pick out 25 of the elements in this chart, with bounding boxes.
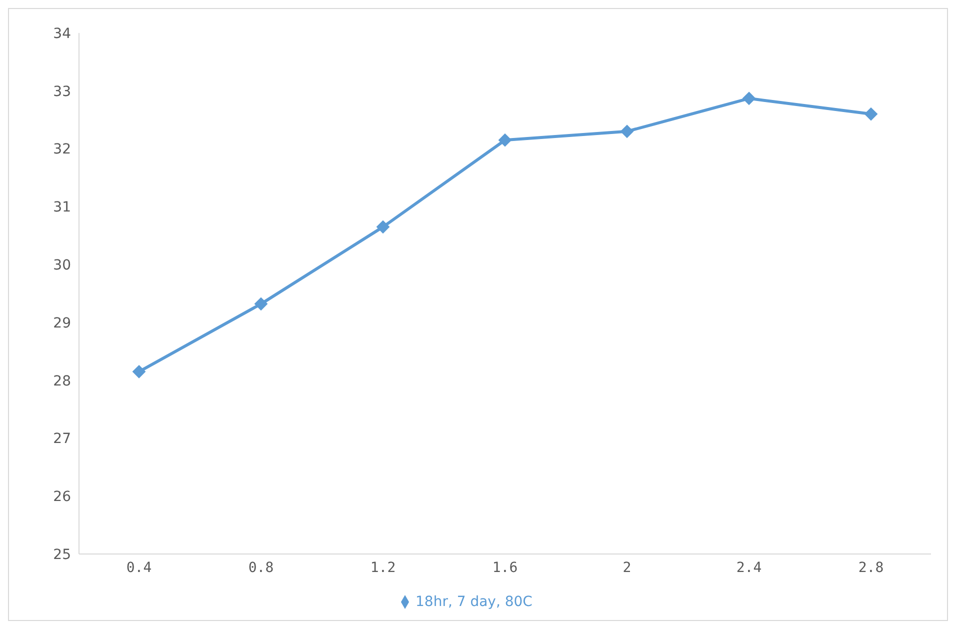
y-tick-label: 34 bbox=[53, 26, 72, 42]
point bbox=[620, 124, 634, 138]
y-tick-label: 25 bbox=[53, 546, 71, 563]
y-tick-label: 26 bbox=[53, 489, 72, 506]
y-tick-label: 30 bbox=[53, 258, 71, 274]
point bbox=[132, 365, 146, 378]
y-tick-label: 31 bbox=[53, 200, 71, 216]
y-tick-label: 27 bbox=[53, 431, 71, 448]
point bbox=[864, 108, 878, 121]
x-tick-label: 0.8 bbox=[248, 560, 274, 576]
y-tick-label: 32 bbox=[53, 142, 71, 158]
point bbox=[254, 297, 268, 310]
point bbox=[498, 134, 512, 147]
y-tick-label: 28 bbox=[53, 373, 71, 390]
x-tick-label: 0.4 bbox=[126, 560, 152, 576]
y-tick-label: 33 bbox=[53, 84, 71, 100]
point bbox=[742, 92, 756, 105]
point bbox=[376, 220, 390, 234]
x-tick-label: 2 bbox=[622, 560, 632, 576]
x-tick-label: 2.8 bbox=[858, 560, 884, 576]
x-tick-label: 2.4 bbox=[736, 560, 762, 576]
x-tick-label: 1.6 bbox=[492, 560, 518, 576]
legend-label: 18hr, 7 day, 80C bbox=[416, 594, 532, 610]
y-tick-label: 29 bbox=[53, 315, 71, 332]
x-tick-label: 1.2 bbox=[370, 560, 396, 576]
